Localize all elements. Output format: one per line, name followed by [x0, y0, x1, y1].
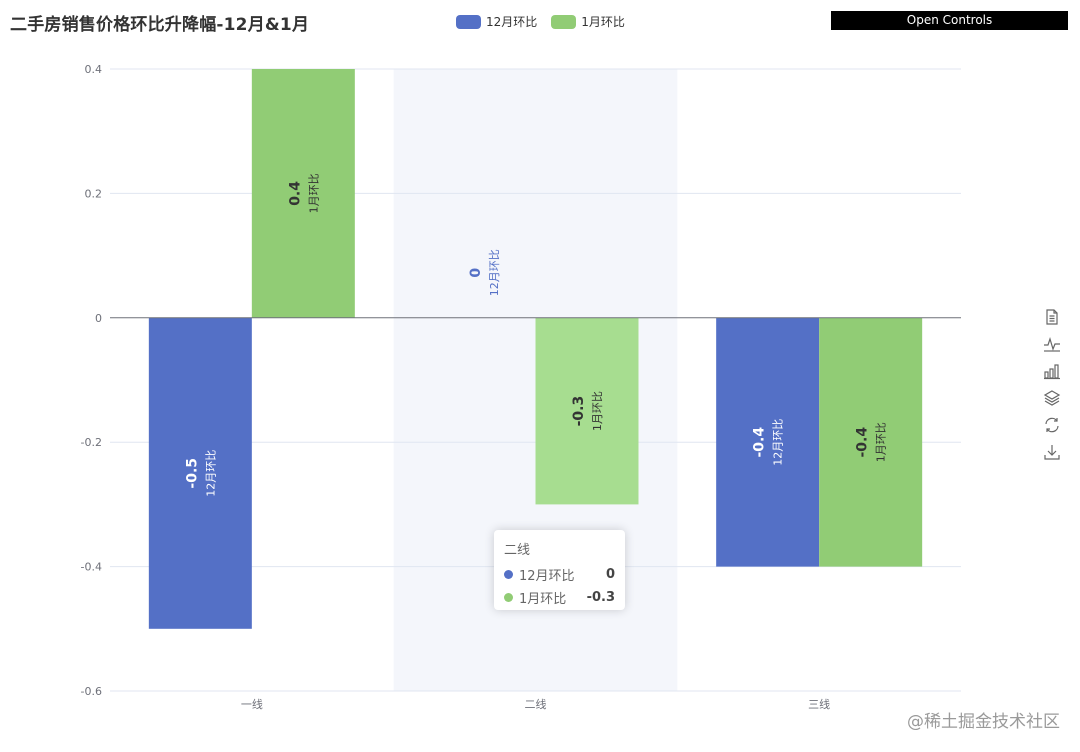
tooltip-title: 二线: [504, 543, 531, 558]
watermark: @稀土掘金技术社区: [907, 712, 1060, 732]
bar-value-label: 0 12月环比: [468, 249, 501, 296]
stack-icon[interactable]: [1043, 389, 1061, 407]
tooltip-dot-dec: [504, 570, 513, 579]
bar-value-label: -0.4 12月环比: [752, 419, 785, 466]
tooltip-name-dec: 12月环比: [519, 569, 575, 584]
bar: [251, 69, 355, 318]
legend-label-dec: 12月环比: [486, 15, 538, 29]
y-tick-label: -0.2: [81, 436, 102, 449]
bar-data-label: -0.5 12月环比: [184, 450, 217, 497]
bar-chart-icon[interactable]: [1043, 362, 1061, 380]
tooltip-row-dec: 12月环比 0: [504, 563, 615, 586]
bar-data-label: 0.4 1月环比: [287, 173, 320, 213]
tooltip-row-jan: 1月环比 -0.3: [504, 586, 615, 609]
legend-swatch-jan: [551, 14, 577, 29]
chart-title: 二手房销售价格环比升降幅-12月&1月: [10, 15, 310, 35]
line-chart-icon[interactable]: [1043, 335, 1061, 353]
y-tick-label: -0.6: [81, 685, 102, 698]
tooltip-value-dec: 0: [605, 567, 615, 582]
tooltip-value-jan: -0.3: [586, 590, 615, 605]
x-tick-label: 三线: [808, 697, 830, 711]
y-tick-label: 0: [95, 312, 102, 325]
bar-value-label: -0.3 1月环比: [571, 391, 604, 431]
bar: [148, 317, 252, 629]
restore-icon[interactable]: [1043, 416, 1061, 434]
legend-item-jan[interactable]: 1月环比: [551, 13, 625, 30]
bar: [535, 317, 639, 505]
x-tick-label: 二线: [525, 697, 547, 711]
data-view-icon[interactable]: [1043, 308, 1061, 326]
bar: [819, 317, 923, 567]
bar-data-label: -0.3 1月环比: [571, 391, 604, 431]
save-image-icon[interactable]: [1043, 443, 1061, 461]
tooltip-dot-jan: [504, 593, 513, 602]
tooltip-name-jan: 1月环比: [519, 592, 567, 607]
bar-data-label: -0.4 12月环比: [752, 419, 785, 466]
bar-data-label: 0 12月环比: [468, 249, 501, 296]
y-tick-label: -0.4: [81, 561, 102, 574]
y-tick-label: 0.4: [85, 63, 103, 76]
open-controls-button[interactable]: Open Controls: [831, 11, 1068, 30]
bar-value-label: -0.4 1月环比: [855, 422, 888, 462]
bar-data-label: -0.4 1月环比: [855, 422, 888, 462]
bar-value-label: -0.5 12月环比: [184, 450, 217, 497]
x-tick-label: 一线: [241, 697, 263, 711]
toolbox: [1043, 308, 1061, 461]
y-tick-label: 0.2: [85, 187, 103, 200]
legend-item-dec[interactable]: 12月环比: [456, 13, 537, 30]
legend-swatch-dec: [456, 14, 481, 29]
bar-value-label: 0.4 1月环比: [287, 173, 320, 213]
bar: [716, 317, 820, 567]
chart-tooltip: 二线 12月环比 0 1月环比 -0.3: [494, 530, 625, 610]
legend-label-jan: 1月环比: [581, 15, 625, 29]
legend: 12月环比 1月环比: [456, 13, 625, 30]
